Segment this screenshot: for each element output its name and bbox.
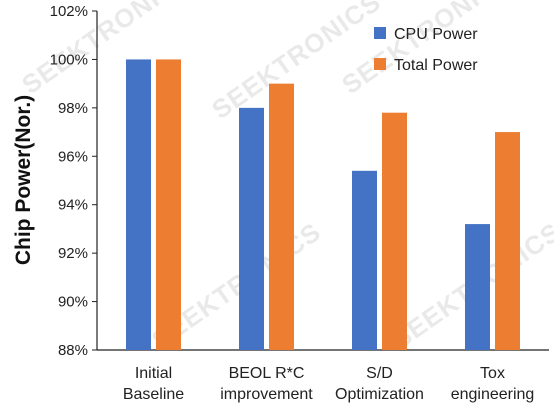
legend-label: Total Power (394, 57, 478, 74)
legend-label: CPU Power (394, 26, 478, 43)
bar-cpu-power (239, 107, 264, 350)
y-tick-label: 94% (58, 197, 88, 214)
y-tick-label: 92% (58, 245, 88, 262)
y-tick-label: 100% (50, 51, 88, 68)
x-category-label: S/D (366, 365, 393, 382)
legend-swatch (374, 27, 386, 39)
y-tick-label: 102% (50, 3, 88, 20)
y-tick-label: 96% (58, 148, 88, 165)
x-category-label: engineering (451, 386, 535, 403)
y-tick-label: 88% (58, 342, 88, 359)
legend: CPU Power Total Power (374, 26, 478, 74)
bar-total-power (156, 59, 181, 351)
bar-cpu-power (352, 170, 377, 350)
category-labels: Initial Baseline BEOL R*C improvement S/D Opt… (123, 365, 535, 403)
y-tick-label: 90% (58, 294, 88, 311)
bar-total-power (382, 112, 407, 350)
x-category-label: BEOL R*C (229, 365, 305, 382)
legend-swatch (374, 58, 386, 70)
y-axis-label: Chip Power(Nor.) (12, 95, 35, 265)
x-category-label: improvement (220, 386, 313, 403)
bar-series (126, 59, 520, 351)
bar-cpu-power (126, 59, 151, 351)
x-category-label: Initial (135, 365, 172, 382)
x-category-label: Baseline (123, 386, 184, 403)
bar-total-power (495, 132, 520, 350)
x-category-label: Tox (480, 365, 505, 382)
bar-cpu-power (465, 224, 490, 350)
bar-total-power (269, 83, 294, 351)
x-category-label: Optimization (335, 386, 424, 403)
y-tick-labels: 88% 90% 92% 94% 96% 98% 100% 102% (50, 3, 97, 359)
y-tick-label: 98% (58, 100, 88, 117)
